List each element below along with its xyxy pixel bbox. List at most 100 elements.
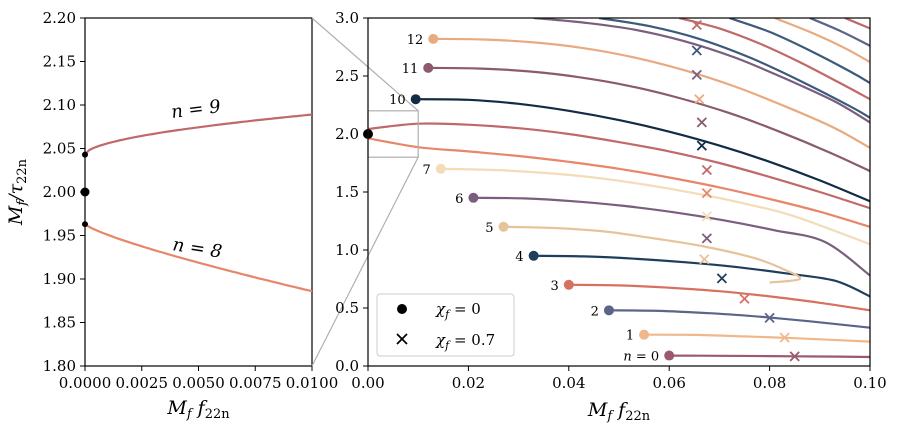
right-chart: n = 012345671011120.00.51.01.52.02.53.00… <box>335 9 887 424</box>
right-xtick-label: 0.06 <box>652 374 685 392</box>
legend-entry-chi0: χf = 0 <box>435 300 481 321</box>
left-label-n8: n = 8 <box>171 234 223 262</box>
start-marker-n10 <box>410 94 421 105</box>
right-series-line-n10 <box>415 98 870 203</box>
right-series-line-n3 <box>568 283 870 312</box>
series-label-n1: 1 <box>626 329 634 344</box>
cross-marker-n6 <box>701 233 712 244</box>
zoom-inset-box <box>367 110 419 158</box>
left-point-2 <box>82 221 88 228</box>
right-ytick-label: 2.0 <box>335 125 359 143</box>
right-xtick-label: 0.04 <box>552 374 585 392</box>
legend-entry-chi07: χf = 0.7 <box>435 331 495 352</box>
left-ytick-label: 1.90 <box>43 270 76 288</box>
left-series-line-n8 <box>84 223 313 293</box>
left-series-line-n9 <box>84 113 313 156</box>
cross-marker-n4 <box>716 273 728 284</box>
legend-dot-icon <box>397 304 407 314</box>
legend-cross-icon <box>396 333 408 345</box>
series-label-n7: 7 <box>423 163 431 178</box>
start-marker-n5 <box>498 221 509 232</box>
series-label-n2: 2 <box>591 304 599 319</box>
right-ytick-label: 2.5 <box>335 67 359 85</box>
cross-marker-n1 <box>779 332 790 343</box>
cross-marker-n8 <box>701 188 712 199</box>
left-y-axis-label: Mf/τ22n <box>5 158 30 226</box>
left-chart: n = 9 n = 8 1.80 1.85 1.90 1.95 2.00 2.05 2.10 2.… <box>5 9 338 422</box>
right-series-line-n1 <box>644 333 870 343</box>
cross-marker-n15 <box>691 19 702 31</box>
series-label-n10: 10 <box>389 93 406 108</box>
start-marker-n12 <box>428 33 439 44</box>
start-marker-n1 <box>639 329 650 340</box>
start-marker-n2 <box>603 305 614 316</box>
zoom-connector-bottom <box>311 156 419 367</box>
right-xtick-label: 0.08 <box>753 374 786 392</box>
right-series-line-n13 <box>533 18 870 124</box>
right-series-line-n18 <box>809 18 870 47</box>
left-xtick-label: 0.0075 <box>229 374 282 392</box>
right-series-line-n6 <box>473 196 870 277</box>
start-marker-n11 <box>423 62 434 73</box>
cross-marker-n7 <box>701 211 712 222</box>
left-ytick-label: 2.05 <box>43 140 76 158</box>
cross-marker-n5 <box>699 254 710 265</box>
left-xtick-label: 0.0025 <box>116 374 169 392</box>
left-xtick-label: 0.0000 <box>59 374 112 392</box>
series-label-n3: 3 <box>551 279 559 294</box>
right-ytick-label: 0.5 <box>335 299 359 317</box>
left-x-axis-label: Mf f22n <box>166 397 230 422</box>
series-label-n5: 5 <box>485 221 493 236</box>
right-series-line-n8 <box>368 137 870 228</box>
left-point-0 <box>82 151 88 158</box>
left-ytick-label: 2.15 <box>43 53 76 71</box>
start-marker-n4 <box>528 250 539 261</box>
right-series-line-n0 <box>669 354 870 359</box>
left-xtick-label: 0.0050 <box>172 374 225 392</box>
left-ytick-label: 1.80 <box>43 357 76 375</box>
left-ytick-label: 2.20 <box>43 9 76 27</box>
right-ytick-label: 3.0 <box>335 9 359 27</box>
cross-marker-n11 <box>696 117 707 128</box>
series-label-n0: n = 0 <box>623 350 659 365</box>
series-label-n6: 6 <box>455 192 463 207</box>
right-ytick-label: 1.0 <box>335 241 359 259</box>
right-series-line-n19 <box>844 18 870 30</box>
legend: χf = 0 χf = 0.7 <box>376 293 515 357</box>
right-xtick-label: 0.02 <box>452 374 485 392</box>
cross-marker-n10 <box>696 140 707 151</box>
series-label-n11: 11 <box>402 62 419 77</box>
left-ytick-label: 2.10 <box>43 96 76 114</box>
right-series-line-n11 <box>428 66 870 173</box>
cross-marker-n14 <box>691 45 702 56</box>
cross-marker-n13 <box>691 69 702 80</box>
zoom-connector-lines <box>311 17 419 367</box>
cross-marker-n12 <box>694 94 705 105</box>
start-marker-n6 <box>468 192 479 203</box>
legend-box <box>376 293 515 357</box>
series-label-n12: 12 <box>407 33 424 48</box>
right-series-line-n5 <box>503 225 802 284</box>
right-ytick-label: 0.0 <box>335 357 359 375</box>
zoom-connector-top <box>311 17 419 112</box>
start-marker-n3 <box>563 279 574 290</box>
right-series-line-n14 <box>598 18 870 119</box>
cross-marker-n3 <box>739 293 750 304</box>
right-series-line-n15 <box>678 18 870 101</box>
right-series-line-n17 <box>774 18 870 64</box>
left-label-n9: n = 9 <box>170 96 222 123</box>
right-xtick-label: 0.10 <box>853 374 886 392</box>
left-xtick-label: 0.0100 <box>286 374 339 392</box>
right-xtick-label: 0.00 <box>351 374 384 392</box>
left-ytick-label: 1.95 <box>43 227 76 245</box>
right-series-line-n9 <box>368 122 870 210</box>
right-x-axis-label: Mf f22n <box>587 399 651 424</box>
cross-marker-n0 <box>789 351 800 362</box>
right-series-line-n2 <box>608 309 870 329</box>
left-ytick-label: 2.00 <box>43 183 76 201</box>
right-series-line-n7 <box>440 167 870 246</box>
series-label-n4: 4 <box>515 250 523 265</box>
right-series-line-n12 <box>433 37 870 149</box>
start-marker-n7 <box>435 163 446 174</box>
